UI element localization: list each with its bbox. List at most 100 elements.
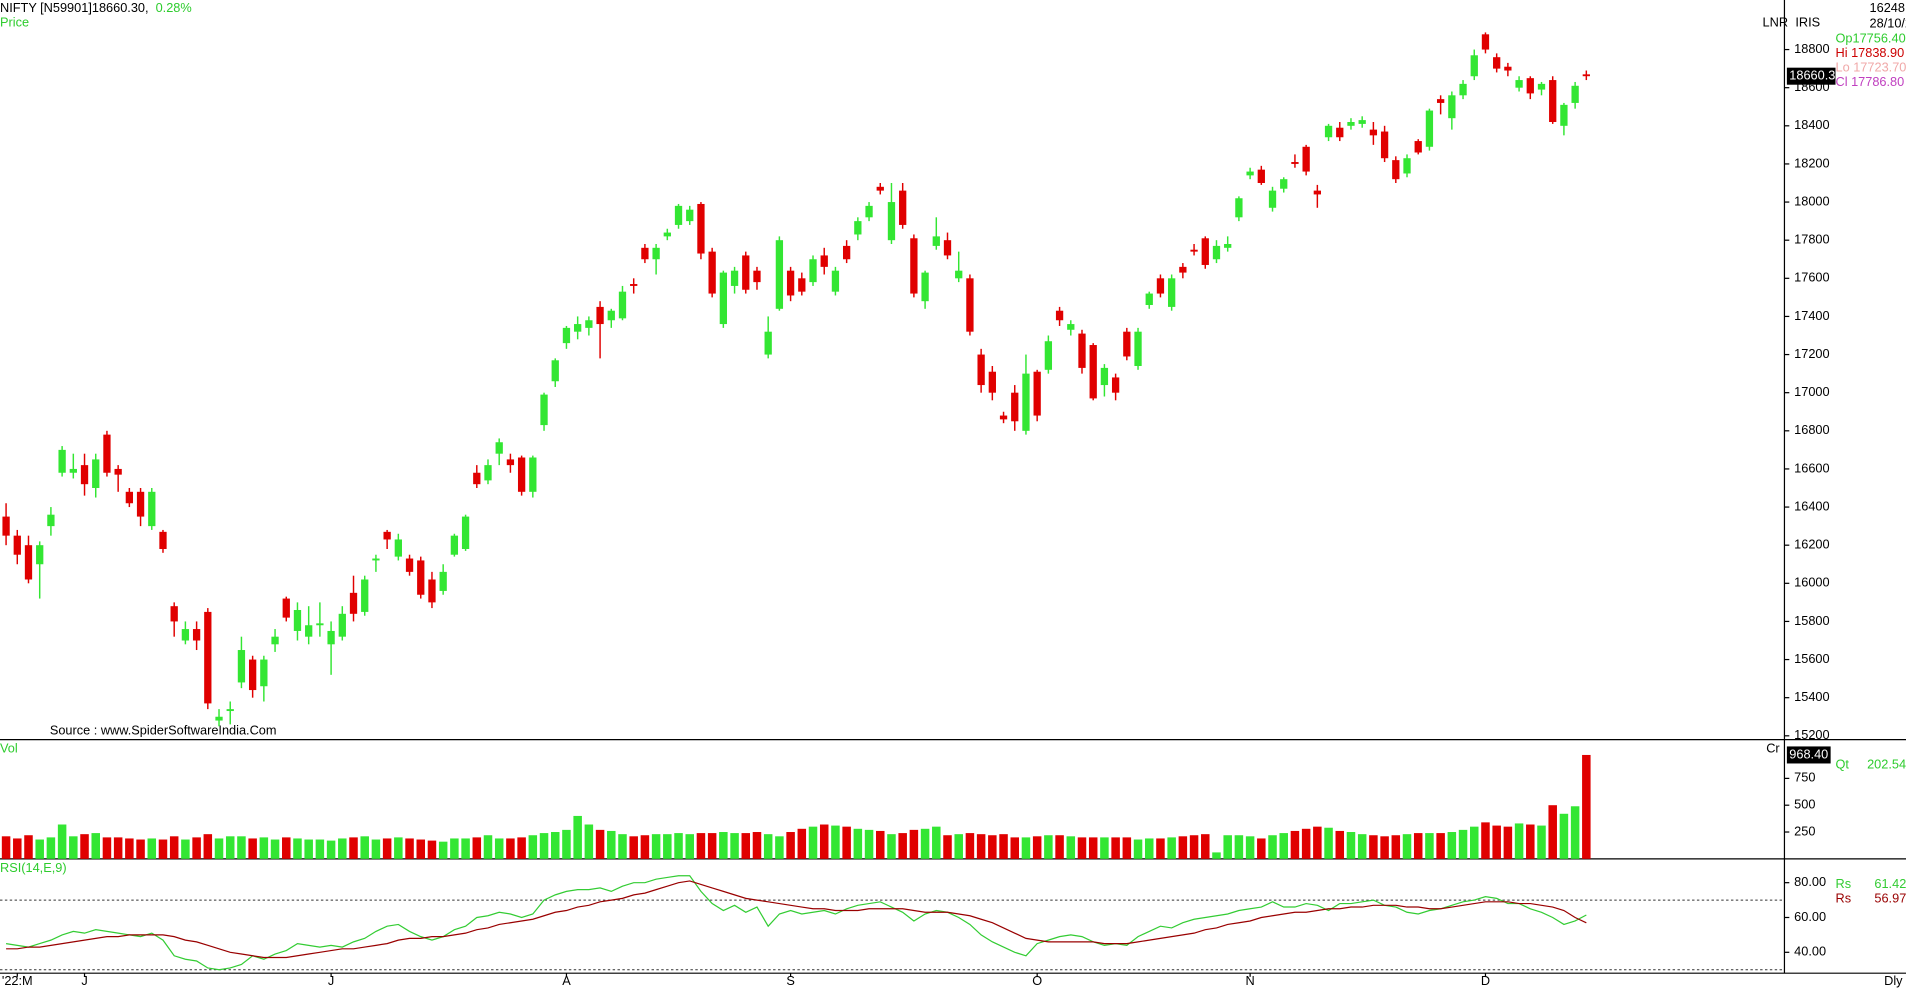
candle-body (271, 636, 279, 645)
volume-bar (494, 838, 504, 859)
volume-bar (1122, 837, 1132, 859)
ohlc-open: Op17756.40 (1835, 30, 1905, 45)
volume-bar (1413, 833, 1423, 859)
price-tag-label: 18660.3 (1789, 68, 1835, 83)
volume-bar (1279, 833, 1288, 859)
volume-bar (943, 835, 952, 859)
volume-bar (1010, 837, 1020, 859)
volume-bar (1234, 835, 1244, 859)
candle-body (1560, 104, 1568, 126)
volume-bar (192, 837, 201, 859)
y-tick-label: 60.00 (1794, 909, 1826, 924)
info-value: 16248.49 (1870, 0, 1906, 15)
candle-body (1201, 238, 1209, 265)
candle-body (842, 245, 851, 260)
volume-bar (237, 836, 246, 859)
volume-bar (965, 833, 975, 859)
candle-body (1145, 293, 1153, 305)
candle-body (181, 629, 190, 641)
vol-label: Vol (0, 741, 18, 756)
x-tick-label: S (786, 973, 795, 988)
volume-bar (909, 829, 919, 859)
candle-body (1582, 74, 1590, 77)
candle-body (786, 270, 795, 296)
candle-body (1033, 371, 1041, 416)
volume-bar (1290, 830, 1300, 859)
info-date: 28/10/22 Fri (1870, 16, 1906, 31)
volume-bar (1066, 836, 1076, 859)
rsi-label: RSI(14,E,9) (0, 860, 67, 875)
candle-body (999, 415, 1008, 420)
volume-bar (898, 833, 907, 859)
volume-bar (584, 824, 594, 859)
rsi-line (6, 880, 1587, 959)
candle-body (103, 434, 111, 473)
candle-body (831, 270, 840, 292)
volume-bar (181, 839, 190, 859)
volume-bar (270, 839, 280, 859)
candle-body (932, 236, 940, 246)
volume-bar (707, 833, 717, 859)
candle-body (1190, 249, 1198, 252)
symbol-name: IRIS (1795, 14, 1820, 29)
volume-bar (248, 838, 257, 859)
candle-body (1089, 345, 1097, 399)
candle-body (1235, 198, 1243, 218)
y-tick-label: 17000 (1794, 384, 1829, 399)
volume-bar (1402, 834, 1412, 859)
chart-title: NIFTY [N59901]18660.30, (0, 0, 149, 15)
volume-bar (1178, 836, 1188, 859)
candle-body (204, 611, 212, 704)
x-tick-label: A (562, 973, 571, 988)
volume-bar (293, 838, 302, 859)
candle-body (125, 491, 134, 504)
candle-body (1022, 373, 1030, 431)
volume-bar (338, 838, 347, 859)
volume-bar (797, 828, 807, 859)
price-tag (1786, 67, 1836, 85)
volume-bar (147, 838, 157, 859)
volume-bar (831, 825, 840, 859)
volume-bar (1245, 836, 1255, 859)
volume-bar (1257, 838, 1266, 859)
candle-body (58, 449, 66, 473)
volume-bar (259, 837, 269, 859)
candle-body (1493, 57, 1501, 69)
volume-bar (57, 824, 67, 859)
volume-bar (932, 826, 941, 859)
volume-bar (1077, 837, 1087, 859)
candle-body (1347, 121, 1355, 126)
candle-body (361, 579, 369, 612)
volume-bar (550, 832, 560, 859)
volume-bar (483, 835, 493, 859)
candle-body (316, 623, 324, 626)
source: Source : www.SpiderSoftwareIndia.Com (50, 722, 277, 737)
y-tick-label: 17800 (1794, 232, 1829, 247)
x-tick-label: O (1032, 973, 1042, 988)
volume-bar (394, 837, 403, 859)
ohlc-close: Cl 17786.80 (1835, 74, 1904, 89)
volume-bar (663, 834, 672, 859)
volume-bar (954, 834, 963, 859)
volume-bar (136, 839, 145, 859)
volume-bar (1156, 838, 1165, 859)
vol-tag-label: 968.40 (1789, 746, 1828, 761)
candle-body (293, 609, 302, 631)
candle-body (988, 371, 996, 393)
candle-body (1044, 341, 1053, 370)
candle-body (1470, 55, 1478, 77)
volume-bar (1268, 835, 1277, 859)
candle-body (417, 560, 425, 595)
volume-bar (13, 838, 22, 859)
y-tick-label: 16200 (1794, 537, 1829, 552)
period: Dly (1884, 973, 1903, 988)
y-tick-label: 18400 (1794, 117, 1829, 132)
candle-body (1246, 171, 1254, 176)
volume-bar (438, 841, 448, 859)
candle-body (1168, 278, 1176, 307)
candle-body (1537, 83, 1546, 90)
candle-body (1414, 141, 1422, 153)
candle-body (865, 205, 873, 218)
candle-body (1123, 331, 1131, 357)
